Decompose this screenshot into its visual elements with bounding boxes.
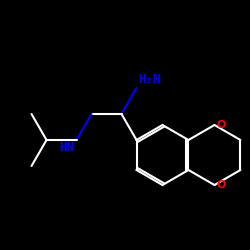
Text: O: O bbox=[216, 120, 226, 130]
Text: H₂N: H₂N bbox=[138, 72, 160, 86]
Text: O: O bbox=[216, 180, 226, 190]
Text: HN: HN bbox=[59, 141, 74, 154]
